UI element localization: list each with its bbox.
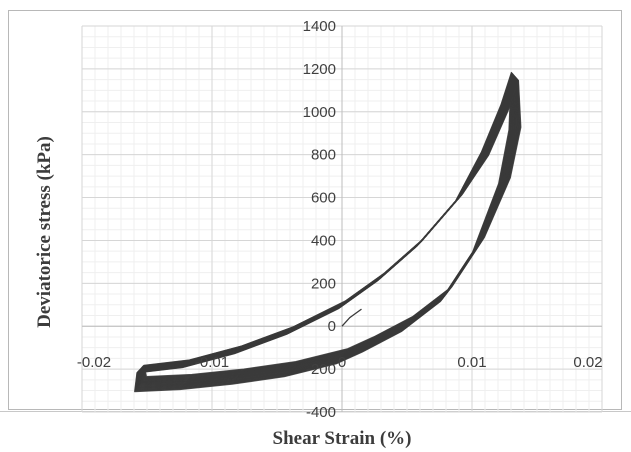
y-tick-label: 800 [311,147,336,164]
hysteresis-cycle [136,73,514,389]
y-tick-label: 600 [311,190,336,207]
x-tick-label: -0.02 [77,354,111,371]
hysteresis-cycle [143,79,522,378]
y-tick-label: -400 [306,404,336,421]
x-tick-label: 0 [338,354,346,371]
y-tick-label: -200 [306,361,336,378]
y-axis-title: Deviatorice stress (kPa) [34,136,55,328]
x-tick-label: -0.01 [195,354,229,371]
y-tick-label: 200 [311,275,336,292]
y-tick-label: 1200 [303,61,336,78]
x-tick-label: 0.02 [573,354,602,371]
hysteresis-cycle [136,73,514,390]
x-tick-label: 0.01 [457,354,486,371]
y-tick-label: 1000 [303,104,336,121]
y-tick-label: 400 [311,232,336,249]
hysteresis-cycle [137,74,514,389]
chart-frame [8,10,622,410]
hysteresis-cycle [137,74,515,388]
y-tick-label: 0 [328,318,336,335]
y-tick-label: 1400 [303,18,336,35]
x-axis-title: Shear Strain (%) [273,428,412,449]
initial-loading-path [341,308,362,327]
hysteresis-loops [134,71,522,393]
